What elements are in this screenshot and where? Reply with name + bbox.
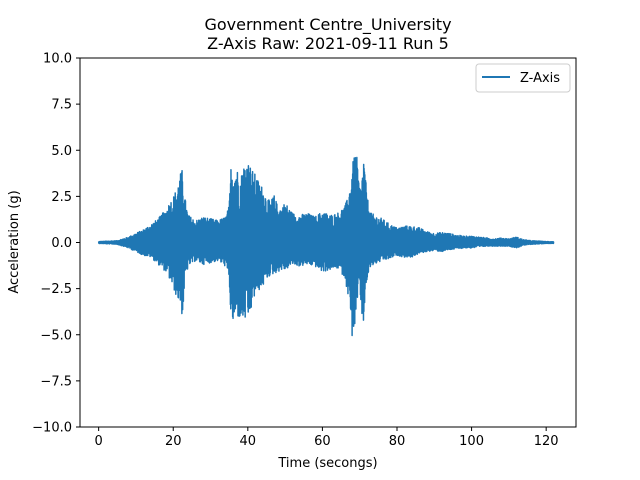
x-tick-label: 40 <box>240 434 257 449</box>
legend: Z-Axis <box>475 63 571 93</box>
legend-box <box>475 63 571 93</box>
x-tick-label: 80 <box>389 434 406 449</box>
x-tick-label: 100 <box>459 434 484 449</box>
series-layer <box>97 156 555 337</box>
x-axis: 0 20 40 60 80 100 120 <box>95 427 559 449</box>
y-tick-label: −5.0 <box>40 328 72 343</box>
y-axis-label: Acceleration (g) <box>7 190 22 293</box>
y-tick-label: −10.0 <box>32 421 72 436</box>
y-axis: −10.0 −7.5 −5.0 −2.5 0.0 2.5 5.0 7.5 10.0 <box>32 52 80 436</box>
x-tick-label: 120 <box>534 434 559 449</box>
chart-title: Government Centre_University <box>204 15 451 35</box>
y-tick-label: −7.5 <box>40 374 72 389</box>
y-tick-label: −2.5 <box>40 282 72 297</box>
x-tick-label: 20 <box>165 434 182 449</box>
y-tick-label: 10.0 <box>43 52 72 67</box>
y-tick-label: 2.5 <box>51 190 72 205</box>
x-tick-label: 0 <box>95 434 103 449</box>
x-tick-label: 60 <box>314 434 331 449</box>
chart-subtitle: Z-Axis Raw: 2021-09-11 Run 5 <box>207 34 449 53</box>
y-tick-label: 0.0 <box>51 236 72 251</box>
legend-label-z-axis: Z-Axis <box>520 71 560 86</box>
y-tick-label: 5.0 <box>51 144 72 159</box>
series-line-z-axis <box>97 156 555 337</box>
x-axis-label: Time (secongs) <box>277 456 377 471</box>
y-tick-label: 7.5 <box>51 98 72 113</box>
